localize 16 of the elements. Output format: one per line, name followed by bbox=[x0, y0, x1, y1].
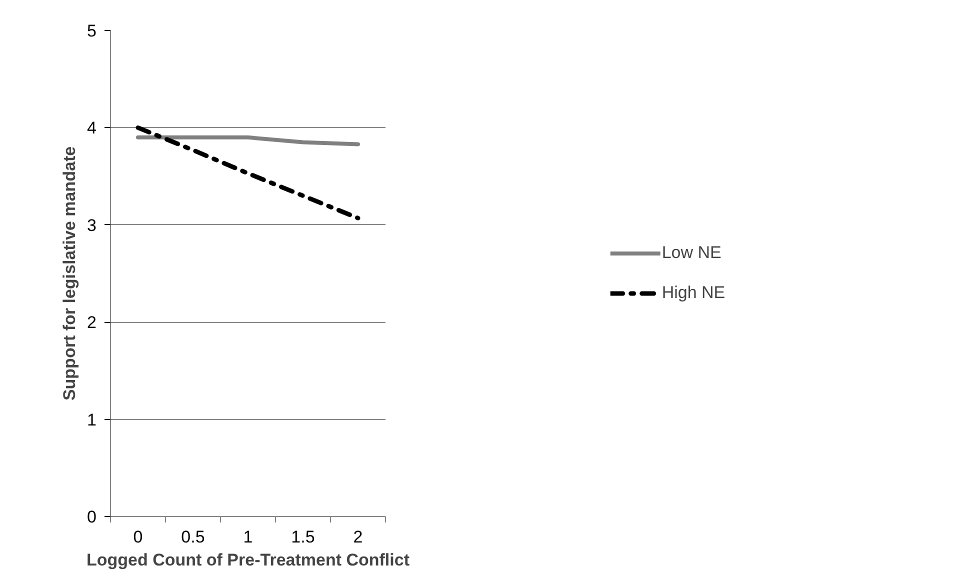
y-axis-title: Support for legislative mandate bbox=[60, 146, 80, 401]
x-axis-title: Logged Count of Pre-Treatment Conflict bbox=[86, 550, 410, 570]
legend-label: Low NE bbox=[662, 243, 722, 263]
y-tick-label: 1 bbox=[87, 410, 97, 430]
legend-label: High NE bbox=[662, 283, 726, 303]
line-series bbox=[136, 125, 360, 220]
y-tick-label: 5 bbox=[87, 22, 97, 40]
x-tick-label: 2 bbox=[353, 528, 363, 546]
x-tick-label: 0 bbox=[133, 528, 143, 546]
y-tick-label: 4 bbox=[87, 118, 97, 138]
y-tick-label: 3 bbox=[87, 216, 97, 235]
x-tick-label: 1 bbox=[243, 528, 253, 546]
y-tick-label: 0 bbox=[87, 508, 97, 526]
y-tick-label: 2 bbox=[87, 313, 97, 332]
x-tick-label: 0.5 bbox=[181, 528, 205, 546]
x-tick-label: 1.5 bbox=[291, 528, 315, 546]
